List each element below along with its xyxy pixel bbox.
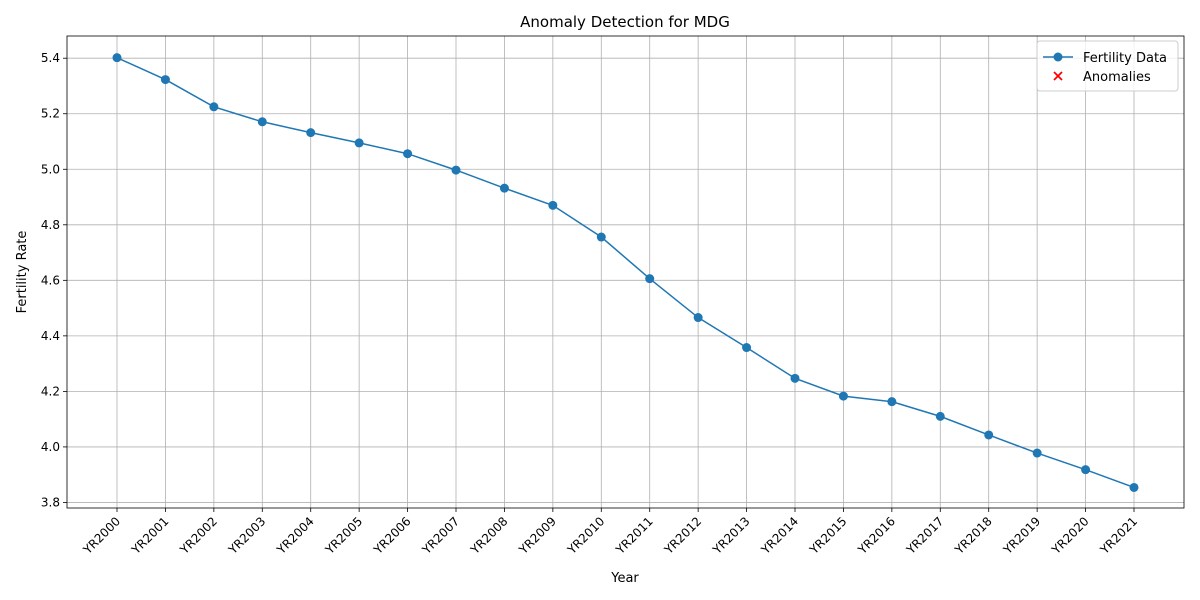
series-line <box>116 56 1135 489</box>
data-point <box>596 232 606 242</box>
y-tick-label: 4.8 <box>41 218 60 232</box>
data-point <box>160 75 170 85</box>
data-point <box>838 391 848 401</box>
legend-circle-marker <box>1053 52 1063 62</box>
y-tick-label: 4.6 <box>41 273 60 287</box>
data-point <box>1032 448 1042 458</box>
data-point <box>112 53 122 63</box>
y-tick-label: 4.2 <box>41 384 60 398</box>
legend-x-marker <box>1053 71 1063 81</box>
data-point <box>499 183 509 193</box>
data-point <box>790 373 800 383</box>
data-point <box>887 397 897 407</box>
chart-title: Anomaly Detection for MDG <box>520 13 730 31</box>
y-tick-label: 4.4 <box>41 329 60 343</box>
data-point <box>693 313 703 323</box>
y-axis-label: Fertility Rate <box>15 231 30 314</box>
legend-label-anomalies: Anomalies <box>1083 70 1151 85</box>
data-point <box>306 128 316 138</box>
series-layer <box>112 53 1139 492</box>
data-point <box>403 149 413 159</box>
y-tick-label: 5.2 <box>41 107 60 121</box>
data-point <box>209 102 219 112</box>
data-point <box>548 200 558 210</box>
legend-x-stroke <box>1053 71 1063 81</box>
data-point <box>742 343 752 353</box>
plot-area-frame <box>66 35 1185 509</box>
data-point <box>257 117 267 127</box>
data-point <box>984 430 994 440</box>
y-tick-label: 4.0 <box>41 440 60 454</box>
data-point <box>645 274 655 284</box>
grid <box>67 36 1184 508</box>
y-tick-label: 3.8 <box>41 495 60 509</box>
legend-label-fertility: Fertility Data <box>1083 51 1167 66</box>
data-point <box>451 165 461 175</box>
legend-frame <box>1036 40 1179 92</box>
data-point <box>1081 465 1091 475</box>
legend: Fertility Data Anomalies <box>1036 40 1179 92</box>
data-point <box>354 138 364 148</box>
y-axis-ticks: 3.8 4.0 4.2 4.4 4.6 4.8 5.0 5.2 5.4 <box>41 51 67 509</box>
y-tick-label: 5.0 <box>41 162 60 176</box>
y-tick-label: 5.4 <box>41 51 60 65</box>
data-point <box>1129 482 1139 492</box>
data-point <box>935 411 945 421</box>
x-axis-label: Year <box>610 571 639 586</box>
